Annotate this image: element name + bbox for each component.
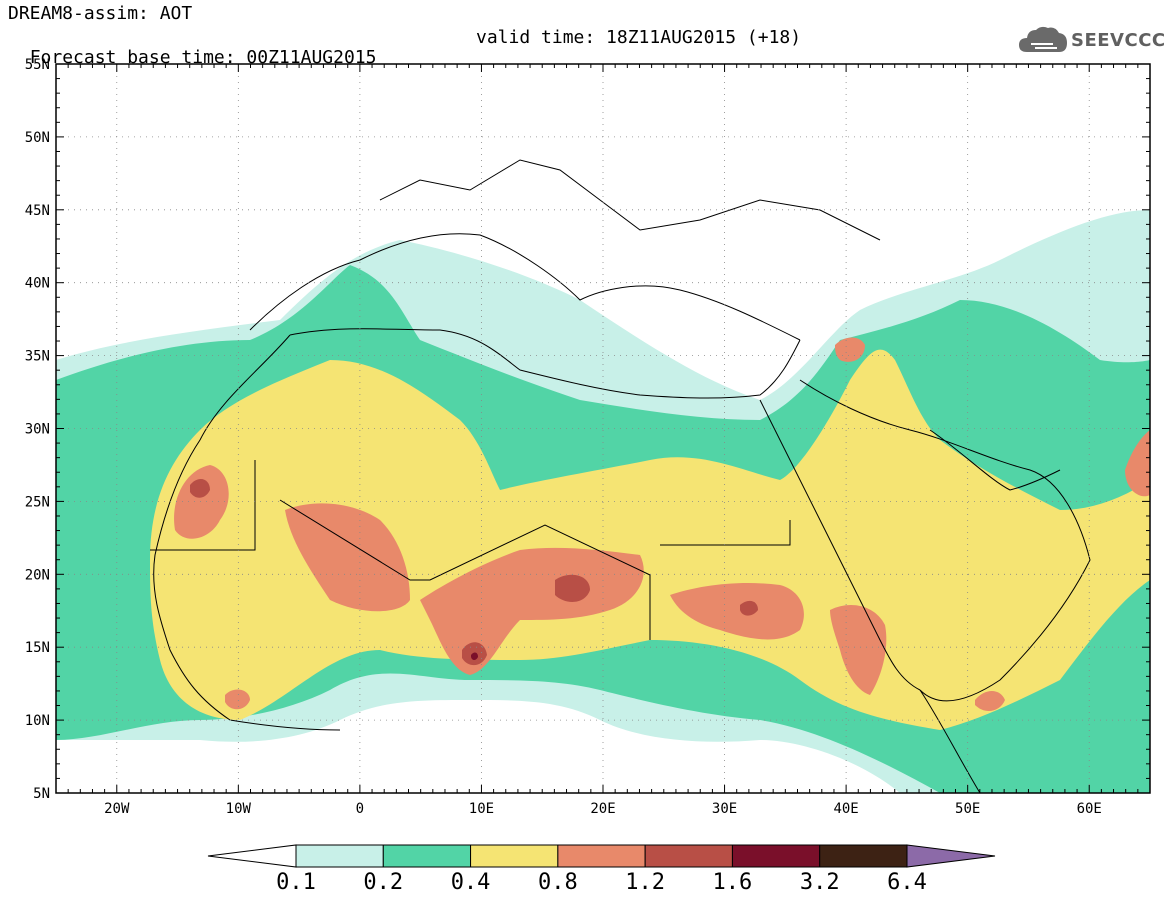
lon-label: 40E bbox=[833, 801, 858, 817]
aot-band-0.8-east-edge bbox=[1125, 430, 1150, 497]
colorbar-level-label: 0.1 bbox=[276, 870, 316, 895]
colorbar-level-label: 6.4 bbox=[887, 870, 927, 895]
coastline-europe-south bbox=[249, 233, 801, 341]
lat-axis-labels: 55N 50N 45N 40N 35N 30N 25N 20N 15N 10N 5N bbox=[25, 57, 50, 802]
coastline-africa-west bbox=[153, 334, 341, 731]
aot-band-0.8-mali bbox=[285, 503, 410, 612]
colorbar-level-label: 3.2 bbox=[799, 870, 840, 895]
border-europe bbox=[379, 159, 881, 241]
coastlines bbox=[150, 159, 1091, 793]
aot-band-0.8-yemen bbox=[975, 691, 1005, 712]
valid-time: valid time: 18Z11AUG2015 (+18) bbox=[476, 27, 802, 48]
lat-label: 45N bbox=[25, 203, 50, 219]
colorbar-low-arrow bbox=[207, 844, 297, 868]
lat-label: 5N bbox=[33, 786, 50, 802]
seevccc-logo: SEEVCCC bbox=[1017, 22, 1165, 58]
colorbar-level-label: 1.6 bbox=[712, 870, 753, 895]
lat-label: 40N bbox=[25, 276, 50, 292]
colorbar-box bbox=[382, 844, 472, 868]
colorbar-high-arrow bbox=[906, 844, 996, 868]
lat-label: 35N bbox=[25, 349, 50, 365]
colorbar-level-label: 0.8 bbox=[537, 870, 578, 895]
aot-band-1.2-sudan bbox=[740, 600, 758, 616]
aot-band-0.4 bbox=[150, 349, 1150, 730]
lon-label: 50E bbox=[955, 801, 980, 817]
lon-label: 0 bbox=[356, 801, 364, 817]
cloud-icon bbox=[1019, 26, 1067, 52]
aot-band-0.8-red-sea bbox=[830, 605, 887, 695]
logo-text: SEEVCCC bbox=[1071, 30, 1165, 51]
aot-band-0.8-senegal bbox=[225, 689, 250, 710]
lon-label: 60E bbox=[1077, 801, 1102, 817]
colorbar-box bbox=[470, 844, 559, 868]
lat-label: 30N bbox=[25, 422, 50, 438]
aot-band-1.2-chad bbox=[555, 574, 590, 602]
lon-label: 20W bbox=[104, 801, 130, 817]
lat-label: 25N bbox=[25, 494, 50, 510]
lat-label: 15N bbox=[25, 640, 50, 656]
lat-label: 10N bbox=[25, 713, 50, 729]
coastline-gulf bbox=[929, 429, 1061, 491]
lon-label: 20E bbox=[590, 801, 615, 817]
aot-band-0.8-sudan bbox=[670, 583, 804, 640]
aot-band-1.2-west bbox=[190, 478, 210, 498]
aot-band-0.8-west-sahara bbox=[174, 465, 229, 539]
lon-label: 10W bbox=[226, 801, 252, 817]
aot-band-1.6 bbox=[471, 652, 478, 660]
lon-label: 30E bbox=[712, 801, 737, 817]
forecast-times: Forecast base time: 00Z11AUG2015 valid t… bbox=[8, 28, 801, 88]
lat-label: 50N bbox=[25, 130, 50, 146]
colorbar-box bbox=[819, 844, 908, 868]
colorbar-level-label: 0.2 bbox=[363, 870, 404, 895]
coastline-red-sea bbox=[759, 399, 921, 691]
lat-label: 20N bbox=[25, 567, 50, 583]
colorbar bbox=[207, 844, 996, 868]
colorbar-level-label: 1.2 bbox=[625, 870, 666, 895]
lon-label: 10E bbox=[469, 801, 494, 817]
colorbar-box bbox=[731, 844, 821, 868]
border-north-africa bbox=[150, 460, 791, 640]
aot-field bbox=[56, 210, 1150, 793]
coastline-horn bbox=[919, 689, 981, 793]
axis-ticks bbox=[55, 63, 1151, 794]
chart-title: DREAM8-assim: AOT bbox=[8, 3, 193, 24]
forecast-base-time: Forecast base time: 00Z11AUG2015 bbox=[29, 47, 377, 68]
lon-axis-labels: 20W 10W 0 10E 20E 30E 40E 50E 60E bbox=[104, 801, 1102, 817]
colorbar-box bbox=[295, 844, 384, 868]
coastline-mediterranean bbox=[289, 328, 801, 399]
colorbar-level-label: 0.4 bbox=[450, 870, 491, 895]
colorbar-box bbox=[557, 844, 646, 868]
coastline-arabia bbox=[799, 379, 1091, 702]
lat-label: 55N bbox=[25, 57, 50, 73]
colorbar-box bbox=[644, 844, 733, 868]
